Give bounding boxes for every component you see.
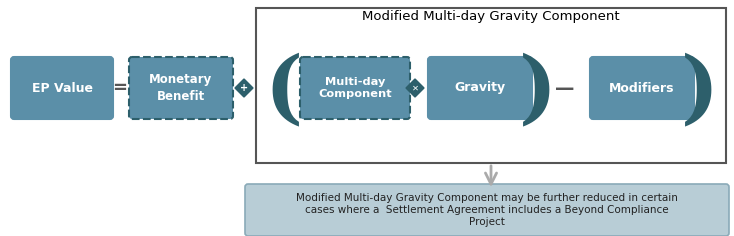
Text: Modifiers: Modifiers	[609, 81, 675, 94]
Text: Multi-day
Component: Multi-day Component	[318, 77, 392, 99]
Text: +: +	[240, 83, 248, 93]
FancyBboxPatch shape	[300, 57, 410, 119]
Text: Modified Multi-day Gravity Component may be further reduced in certain
cases whe: Modified Multi-day Gravity Component may…	[296, 193, 678, 227]
Text: —: —	[556, 79, 575, 97]
FancyBboxPatch shape	[256, 8, 726, 163]
Text: Monetary
Benefit: Monetary Benefit	[150, 73, 213, 102]
Text: ✕: ✕	[412, 84, 418, 93]
Text: Gravity: Gravity	[454, 81, 506, 94]
FancyBboxPatch shape	[245, 184, 729, 236]
FancyBboxPatch shape	[428, 57, 532, 119]
Text: ): )	[681, 52, 719, 130]
Polygon shape	[406, 79, 424, 97]
Text: EP Value: EP Value	[32, 81, 92, 94]
FancyBboxPatch shape	[129, 57, 233, 119]
FancyBboxPatch shape	[11, 57, 113, 119]
Polygon shape	[235, 79, 253, 97]
Text: (: (	[264, 52, 302, 130]
Text: =: =	[112, 79, 128, 97]
Text: ): )	[519, 52, 557, 130]
FancyBboxPatch shape	[590, 57, 694, 119]
Text: Modified Multi-day Gravity Component: Modified Multi-day Gravity Component	[362, 10, 619, 23]
